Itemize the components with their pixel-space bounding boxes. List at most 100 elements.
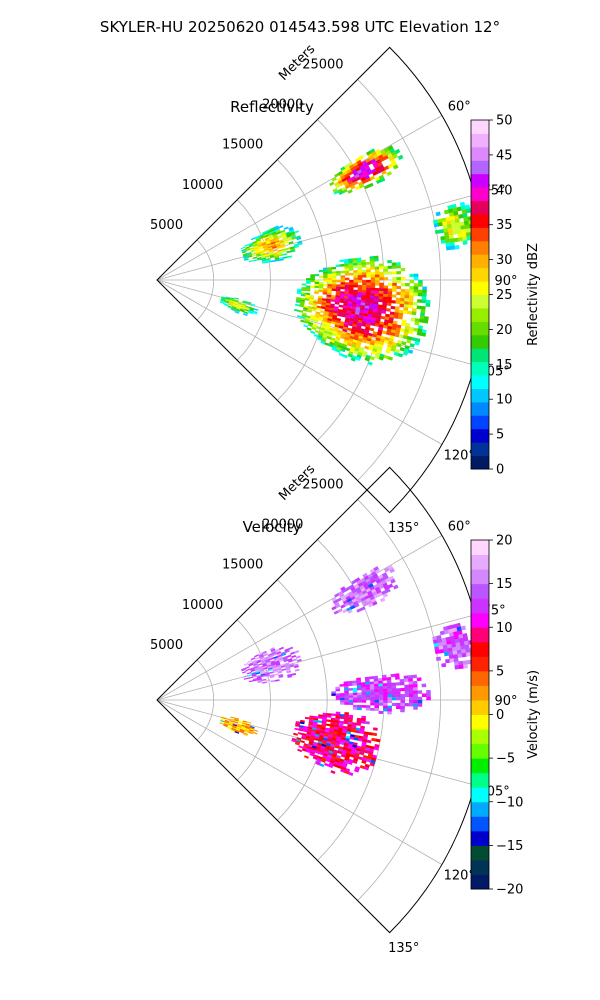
velocity-colorbar-segment	[471, 685, 489, 701]
velocity-echo-gate	[456, 645, 462, 651]
reflectivity-echo-gate	[342, 188, 348, 194]
reflectivity-echo-gate	[349, 318, 355, 322]
velocity-echo-gate	[318, 751, 324, 756]
reflectivity-echo-gate	[335, 336, 341, 341]
reflectivity-echo-gate	[337, 309, 343, 313]
reflectivity-echo-gate	[383, 268, 389, 272]
reflectivity-echo-gate	[361, 259, 366, 263]
reflectivity-echo-gate	[303, 324, 309, 328]
reflectivity-echo-gate	[346, 177, 353, 183]
velocity-echo-gate	[275, 661, 281, 665]
reflectivity-echo-gate	[310, 278, 315, 281]
reflectivity-echo-gate	[325, 326, 331, 330]
reflectivity-echo-gate	[248, 309, 254, 312]
reflectivity-echo-gate	[274, 254, 279, 258]
reflectivity-echo-gate	[390, 329, 396, 334]
reflectivity-echo-gate	[382, 296, 388, 300]
reflectivity-echo-gate	[353, 289, 358, 293]
reflectivity-echo-gate	[325, 304, 331, 308]
reflectivity-echo-gate	[249, 308, 255, 311]
reflectivity-echo-gate	[322, 267, 328, 270]
reflectivity-echo-gate	[408, 295, 414, 300]
reflectivity-echo-gate	[256, 257, 262, 260]
reflectivity-echo-gate	[277, 249, 283, 253]
reflectivity-echo-gate	[324, 328, 330, 333]
reflectivity-echo-gate	[406, 339, 412, 344]
reflectivity-echo-gate	[396, 291, 401, 296]
reflectivity-echo-gate	[305, 287, 311, 290]
reflectivity-echo-gate	[404, 345, 410, 350]
velocity-echo-gate	[344, 692, 349, 696]
reflectivity-echo-gate	[236, 304, 242, 307]
velocity-echo-gate	[312, 756, 318, 760]
reflectivity-echo-gate	[294, 230, 300, 234]
reflectivity-echo-gate	[257, 258, 262, 261]
velocity-echo-gate	[341, 730, 347, 734]
reflectivity-echo-gate	[347, 301, 353, 305]
velocity-echo-gate	[247, 674, 253, 677]
velocity-echo-gate	[460, 648, 467, 654]
reflectivity-echo-gate	[283, 226, 289, 230]
velocity-echo-gate	[279, 646, 284, 651]
reflectivity-echo-gate	[265, 238, 271, 242]
reflectivity-echo-gate	[387, 259, 392, 264]
velocity-echo-gate	[386, 679, 392, 684]
velocity-echo-gate	[249, 727, 255, 730]
reflectivity-echo-gate	[340, 280, 346, 283]
velocity-echo-gate	[278, 675, 284, 678]
reflectivity-echo-gate	[375, 320, 381, 325]
velocity-echo-gate	[343, 681, 349, 685]
velocity-echo-gate	[334, 722, 340, 726]
velocity-echo-gate	[248, 731, 253, 735]
velocity-echo-gate	[272, 668, 278, 672]
reflectivity-echo-gate	[357, 264, 362, 268]
reflectivity-echo-gate	[460, 228, 467, 234]
velocity-echo-gate	[387, 565, 394, 571]
velocity-echo-gate	[230, 716, 235, 719]
velocity-azimuth-tick-label: 120°	[444, 869, 475, 884]
reflectivity-echo-gate	[333, 308, 339, 312]
velocity-echo-gate	[353, 768, 360, 773]
reflectivity-echo-gate	[365, 300, 370, 304]
reflectivity-echo-gate	[378, 154, 384, 160]
reflectivity-echo-gate	[300, 294, 306, 297]
velocity-echo-gate	[374, 586, 381, 592]
velocity-echo-gate	[374, 683, 379, 687]
reflectivity-echo-gate	[378, 324, 384, 328]
reflectivity-echo-gate	[348, 291, 354, 295]
velocity-echo-gate	[236, 726, 242, 729]
reflectivity-echo-gate	[290, 247, 296, 251]
velocity-echo-gate	[265, 675, 271, 678]
velocity-echo-gate	[316, 744, 322, 749]
reflectivity-echo-gate	[391, 265, 397, 269]
velocity-echo-gate	[252, 660, 257, 664]
velocity-echo-gate	[311, 747, 317, 751]
velocity-echo-gate	[365, 697, 371, 701]
velocity-echo-gate	[378, 683, 384, 687]
reflectivity-echo-gate	[376, 151, 383, 157]
reflectivity-echo-gate	[388, 155, 395, 161]
reflectivity-echo-gate	[344, 272, 350, 276]
reflectivity-echo-gate	[421, 292, 427, 297]
reflectivity-echo-gate	[242, 302, 247, 305]
reflectivity-echo-gate	[342, 309, 347, 313]
reflectivity-echo-gate	[337, 313, 342, 317]
velocity-echo-gate	[356, 684, 362, 688]
reflectivity-colorbar-segment	[471, 213, 489, 228]
velocity-echo-gate	[316, 724, 322, 728]
reflectivity-echo-gate	[345, 184, 351, 190]
reflectivity-echo-gate	[369, 155, 375, 161]
reflectivity-echo-gate	[253, 244, 259, 248]
reflectivity-colorbar-segment	[471, 455, 489, 470]
velocity-echo-gate	[326, 756, 332, 761]
velocity-echo-gate	[364, 594, 370, 600]
reflectivity-echo-gate	[341, 186, 347, 191]
reflectivity-echo-gate	[251, 254, 257, 257]
velocity-echo-gate	[254, 654, 259, 658]
reflectivity-echo-gate	[237, 303, 242, 306]
velocity-range-tick-label: 10000	[182, 598, 223, 613]
velocity-echo-gate	[335, 693, 341, 696]
reflectivity-echo-gate	[386, 328, 392, 333]
velocity-echo-gate	[378, 694, 384, 698]
velocity-echo-gate	[337, 608, 343, 613]
